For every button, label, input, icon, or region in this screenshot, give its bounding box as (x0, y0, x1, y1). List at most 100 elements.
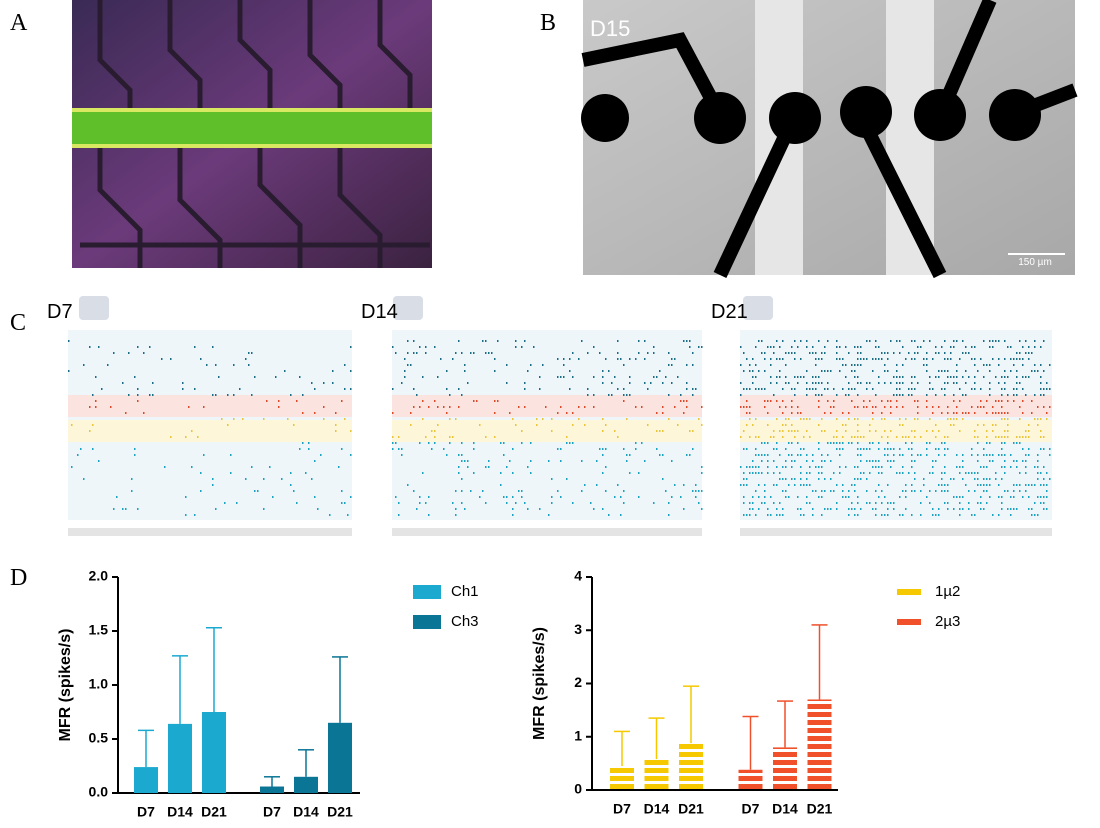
raster-spike (806, 478, 808, 480)
raster-spike (758, 466, 760, 468)
raster-spike (203, 454, 205, 456)
raster-spike (890, 400, 892, 402)
raster-spike (344, 388, 346, 390)
raster-spike (770, 376, 772, 378)
raster-spike (947, 490, 949, 492)
raster-spike (851, 442, 853, 444)
raster-spike (821, 394, 823, 396)
raster-spike (578, 358, 580, 360)
raster-spike (812, 508, 814, 510)
raster-spike (1016, 376, 1018, 378)
raster-spike (818, 424, 820, 426)
raster-spike (92, 448, 94, 450)
raster-spike (200, 358, 202, 360)
raster-spike (872, 370, 874, 372)
raster-spike (875, 502, 877, 504)
raster-label: D21 (711, 301, 748, 323)
raster-spike (818, 358, 820, 360)
raster-spike (779, 472, 781, 474)
raster-spike (743, 448, 745, 450)
raster-spike (869, 442, 871, 444)
raster-spike (521, 496, 523, 498)
raster-spike (194, 388, 196, 390)
raster-spike (830, 406, 832, 408)
raster-spike (884, 352, 886, 354)
raster-spike (275, 376, 277, 378)
raster-spike (794, 394, 796, 396)
raster-spike (284, 370, 286, 372)
raster-spike (245, 478, 247, 480)
raster-spike (791, 424, 793, 426)
raster-spike (905, 442, 907, 444)
raster-spike (851, 364, 853, 366)
raster-spike (398, 502, 400, 504)
raster-spike (461, 442, 463, 444)
raster-spike (392, 442, 394, 444)
raster-spike (578, 418, 580, 420)
raster-spike (788, 484, 790, 486)
raster-spike (1037, 466, 1039, 468)
raster-spike (524, 340, 526, 342)
raster-spike (230, 472, 232, 474)
raster-spike (866, 460, 868, 462)
raster-spike (893, 376, 895, 378)
raster-spike (941, 370, 943, 372)
raster-spike (896, 364, 898, 366)
raster-spike (893, 460, 895, 462)
raster-spike (830, 490, 832, 492)
raster-spike (971, 358, 973, 360)
raster-spike (545, 406, 547, 408)
raster-spike (668, 514, 670, 516)
raster-spike (407, 340, 409, 342)
raster-spike (932, 358, 934, 360)
raster-spike (227, 394, 229, 396)
raster-spike (794, 484, 796, 486)
raster-spike (1001, 400, 1003, 402)
raster-spike (932, 430, 934, 432)
raster-spike (908, 394, 910, 396)
raster-spike (689, 346, 691, 348)
raster-spike (977, 502, 979, 504)
raster-spike (1040, 496, 1042, 498)
raster-spike (842, 496, 844, 498)
raster-spike (893, 502, 895, 504)
raster-spike (776, 382, 778, 384)
raster-spike (989, 388, 991, 390)
raster-spike (1016, 394, 1018, 396)
raster-spike (749, 472, 751, 474)
raster-spike (932, 514, 934, 516)
raster-spike (944, 502, 946, 504)
raster-spike (842, 424, 844, 426)
raster-spike (845, 424, 847, 426)
raster-spike (878, 382, 880, 384)
raster-spike (1043, 502, 1045, 504)
raster-spike (563, 358, 565, 360)
raster-spike (890, 406, 892, 408)
raster-spike (914, 358, 916, 360)
raster-spike (1001, 448, 1003, 450)
raster-spike (251, 466, 253, 468)
raster-spike (755, 418, 757, 420)
raster-spike (836, 352, 838, 354)
raster-spike (230, 454, 232, 456)
raster-spike (290, 472, 292, 474)
raster-spike (785, 448, 787, 450)
raster-spike (392, 448, 394, 450)
raster-spike (953, 346, 955, 348)
raster-spike (1034, 484, 1036, 486)
raster-spike (98, 346, 100, 348)
raster-spike (764, 358, 766, 360)
raster-spike (1037, 472, 1039, 474)
raster-spike (644, 358, 646, 360)
raster-spike (986, 490, 988, 492)
raster-spike (890, 502, 892, 504)
raster-spike (560, 406, 562, 408)
raster-spike (806, 430, 808, 432)
raster-spike (617, 340, 619, 342)
raster-spike (956, 418, 958, 420)
raster-spike (464, 370, 466, 372)
raster-spike (461, 352, 463, 354)
well-icon (393, 296, 423, 320)
raster-spike (701, 472, 703, 474)
raster-spike (689, 340, 691, 342)
